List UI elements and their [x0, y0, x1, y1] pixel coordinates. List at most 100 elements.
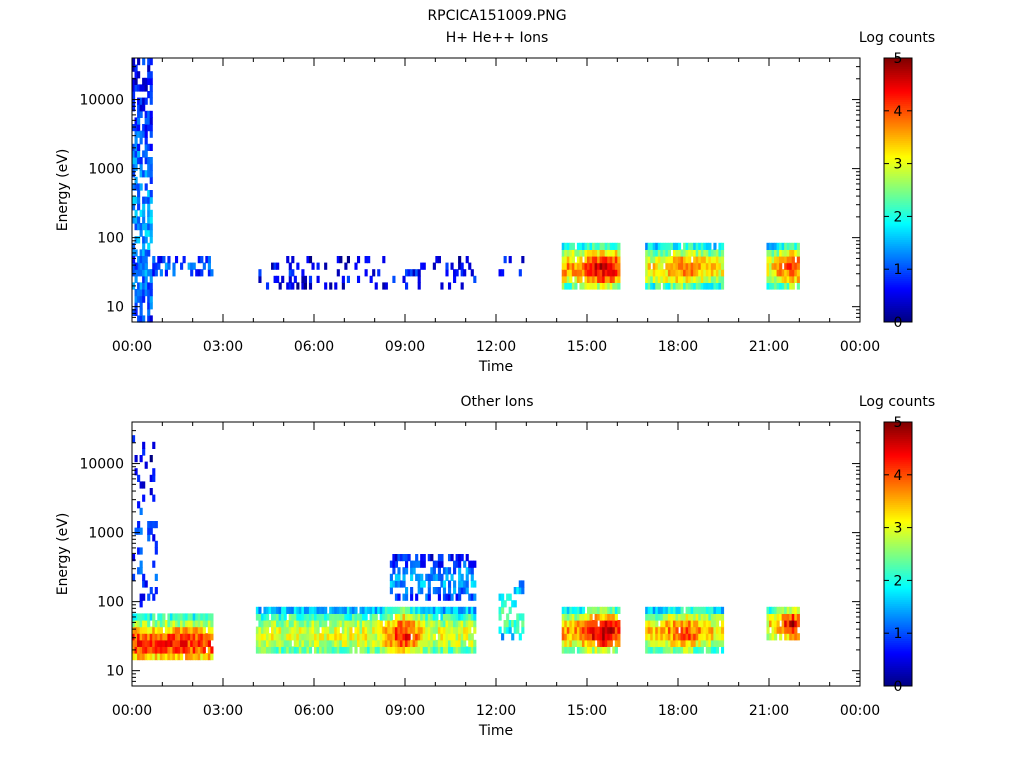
heatmap-cell [655, 282, 659, 290]
heatmap-cell [470, 593, 474, 601]
heatmap-cell [139, 560, 143, 568]
heatmap-cell [351, 633, 356, 641]
heatmap-cell [650, 282, 654, 290]
heatmap-cell [574, 639, 578, 647]
heatmap-cell [779, 275, 783, 283]
heatmap-cell [470, 613, 474, 621]
colorbar-swatch [884, 644, 912, 648]
heatmap-cell [149, 302, 153, 310]
colorbar-swatch [884, 177, 912, 181]
heatmap-cell [142, 242, 146, 250]
colorbar-swatch [884, 214, 912, 218]
heatmap-cell [455, 606, 459, 614]
heatmap-cell [688, 639, 692, 647]
heatmap-cell [561, 275, 565, 283]
heatmap-cell [442, 567, 447, 575]
heatmap-cell [159, 620, 163, 628]
heatmap-cell [159, 613, 163, 621]
heatmap-cell [680, 269, 684, 277]
heatmap-cell [417, 282, 421, 290]
heatmap-cell [134, 633, 138, 641]
heatmap-cell [281, 626, 285, 634]
heatmap-cell [324, 606, 328, 614]
heatmap-cell [389, 633, 393, 641]
heatmap-cell [139, 639, 143, 647]
heatmap-cell [187, 620, 191, 628]
heatmap-cell [137, 130, 141, 138]
heatmap-cell [774, 256, 778, 264]
heatmap-cell [432, 626, 436, 634]
heatmap-cell [389, 560, 393, 568]
heatmap-cell [657, 646, 661, 654]
heatmap-cell [460, 262, 464, 270]
colorbar-swatch [884, 483, 912, 487]
colorbar-swatch [884, 140, 912, 144]
heatmap-cell [425, 606, 429, 614]
heatmap-cell [463, 620, 467, 628]
heatmap-cell [791, 282, 795, 290]
heatmap-cell [377, 606, 381, 614]
heatmap-cell [695, 613, 699, 621]
heatmap-cell [501, 600, 505, 608]
heatmap-cell [137, 236, 141, 244]
heatmap-cell [609, 262, 613, 270]
heatmap-cell [379, 613, 383, 621]
heatmap-cell [561, 646, 565, 654]
heatmap-cell [399, 554, 404, 562]
heatmap-cell [157, 262, 161, 270]
heatmap-cell [652, 282, 656, 290]
heatmap-cell [698, 633, 702, 641]
heatmap-cell [566, 646, 570, 654]
colorbar-swatch [884, 157, 912, 160]
heatmap-cell [341, 626, 345, 634]
heatmap-cell [137, 501, 141, 509]
heatmap-cell [303, 633, 308, 641]
heatmap-cell [132, 91, 136, 99]
heatmap-cell [521, 626, 525, 634]
heatmap-cell [561, 249, 565, 257]
colorbar-swatch [884, 256, 912, 259]
heatmap-cell [683, 256, 687, 264]
heatmap-cell [602, 275, 606, 283]
heatmap-cell [258, 626, 262, 634]
heatmap-cell [137, 282, 141, 290]
heatmap-cell [705, 606, 709, 614]
colorbar-swatch [884, 657, 912, 660]
heatmap-cell [470, 606, 474, 614]
heatmap-cell [288, 646, 292, 654]
heatmap-cell [518, 580, 522, 588]
heatmap-cell [579, 249, 583, 257]
heatmap-cell [152, 441, 156, 449]
heatmap-cell [397, 613, 401, 621]
heatmap-cell [609, 282, 613, 290]
heatmap-cell [369, 646, 373, 654]
colorbar-swatch [884, 91, 912, 94]
heatmap-cell [602, 613, 606, 621]
heatmap-cell [132, 653, 136, 661]
heatmap-cell [346, 646, 350, 654]
colorbar-swatch [884, 463, 912, 466]
heatmap-cell [331, 639, 335, 647]
heatmap-cell [685, 626, 689, 634]
heatmap-cell [139, 593, 143, 601]
heatmap-cell [700, 620, 704, 628]
heatmap-cell [667, 606, 672, 614]
heatmap-cell [336, 626, 340, 634]
heatmap-cell [458, 593, 462, 601]
colorbar-tick-label: 5 [894, 51, 903, 67]
x-tick-label: 12:00 [476, 339, 516, 355]
heatmap-cell [599, 269, 603, 277]
heatmap-cell [693, 613, 697, 621]
heatmap-cell [362, 620, 366, 628]
heatmap-cell [660, 275, 664, 283]
heatmap-cell [779, 262, 783, 270]
heatmap-cell [137, 143, 141, 151]
heatmap-cell [379, 620, 383, 628]
heatmap-cell [303, 626, 308, 634]
spectrogram-cells [132, 58, 800, 323]
heatmap-cell [162, 653, 166, 661]
heatmap-cell [710, 606, 714, 614]
heatmap-cell [415, 613, 419, 621]
colorbar-swatch [884, 111, 912, 115]
heatmap-cell [298, 626, 302, 634]
